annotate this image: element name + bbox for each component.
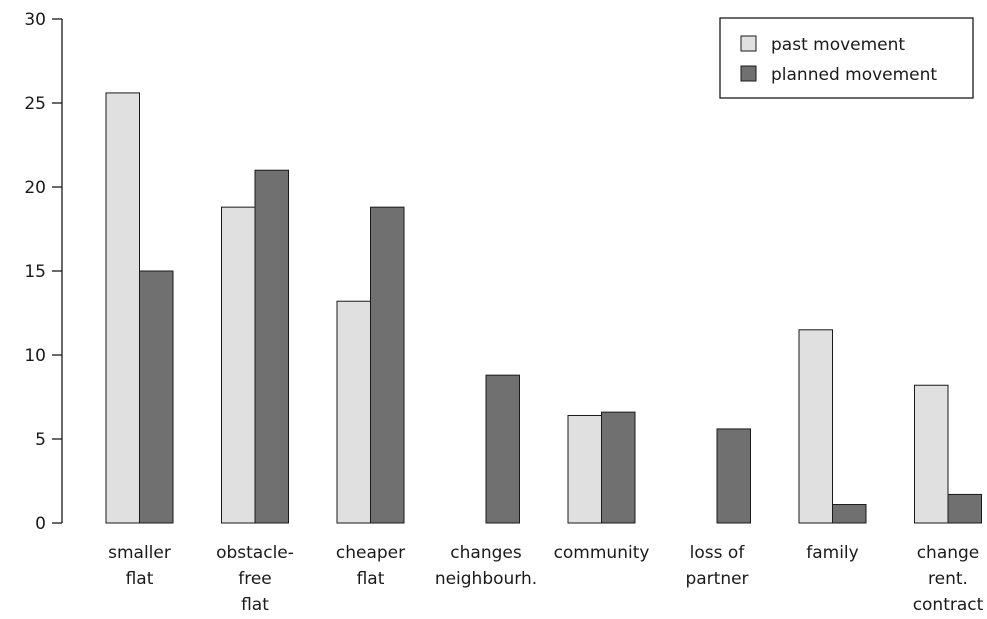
bar-planned-7: [947, 493, 982, 524]
bar-planned-6: [832, 504, 867, 524]
bar-planned-2: [370, 206, 405, 524]
x-category-label: family: [806, 543, 858, 563]
x-axis-labels: smaller flat obstacle-free flat cheaper flat c…: [108, 543, 984, 615]
legend: past movement planned movement: [719, 17, 974, 99]
x-category-label: obstacle-: [216, 543, 294, 563]
y-tick-label: 15: [24, 262, 46, 282]
legend-label-past-movement: past movement: [771, 35, 905, 55]
x-category-label: flat: [126, 569, 154, 589]
x-category-label: flat: [241, 595, 269, 615]
legend-swatch-past-movement: [740, 35, 757, 52]
legend-box: [719, 17, 974, 99]
y-tick-label: 25: [24, 94, 46, 114]
y-tick-label: 20: [24, 178, 46, 198]
x-category-label: rent.: [928, 569, 968, 589]
bar-past-2: [336, 300, 371, 524]
bar-planned-5: [716, 428, 751, 524]
bar-planned-4: [601, 411, 636, 524]
y-tick-label: 30: [24, 10, 46, 30]
x-category-label: neighbourh.: [435, 569, 537, 589]
bar-past-1: [221, 206, 256, 524]
bar-planned-1: [254, 169, 289, 524]
x-category-label: changes: [450, 543, 522, 563]
y-tick-label: 10: [24, 346, 46, 366]
y-tick-label: 5: [35, 430, 46, 450]
x-category-label: change: [917, 543, 980, 563]
x-category-label: contract: [913, 595, 984, 615]
x-category-label: smaller: [108, 543, 171, 563]
x-category-label: partner: [685, 569, 748, 589]
bar-past-7: [914, 384, 949, 524]
x-category-label: free: [238, 569, 272, 589]
y-tick-label: 0: [35, 514, 46, 534]
y-axis: 0 5 10 15 20 25 30: [24, 10, 63, 534]
bar-past-0: [105, 92, 140, 524]
legend-label-planned-movement: planned movement: [771, 65, 937, 85]
x-category-label: flat: [357, 569, 385, 589]
x-category-label: cheaper: [336, 543, 405, 563]
bar-planned-0: [139, 270, 174, 524]
bar-past-6: [798, 329, 833, 524]
bar-past-4: [567, 414, 602, 524]
legend-swatch-planned-movement: [740, 65, 757, 82]
x-category-label: loss of: [690, 543, 746, 563]
bars: [105, 92, 982, 524]
bar-planned-3: [485, 374, 520, 524]
x-category-label: community: [554, 543, 650, 563]
